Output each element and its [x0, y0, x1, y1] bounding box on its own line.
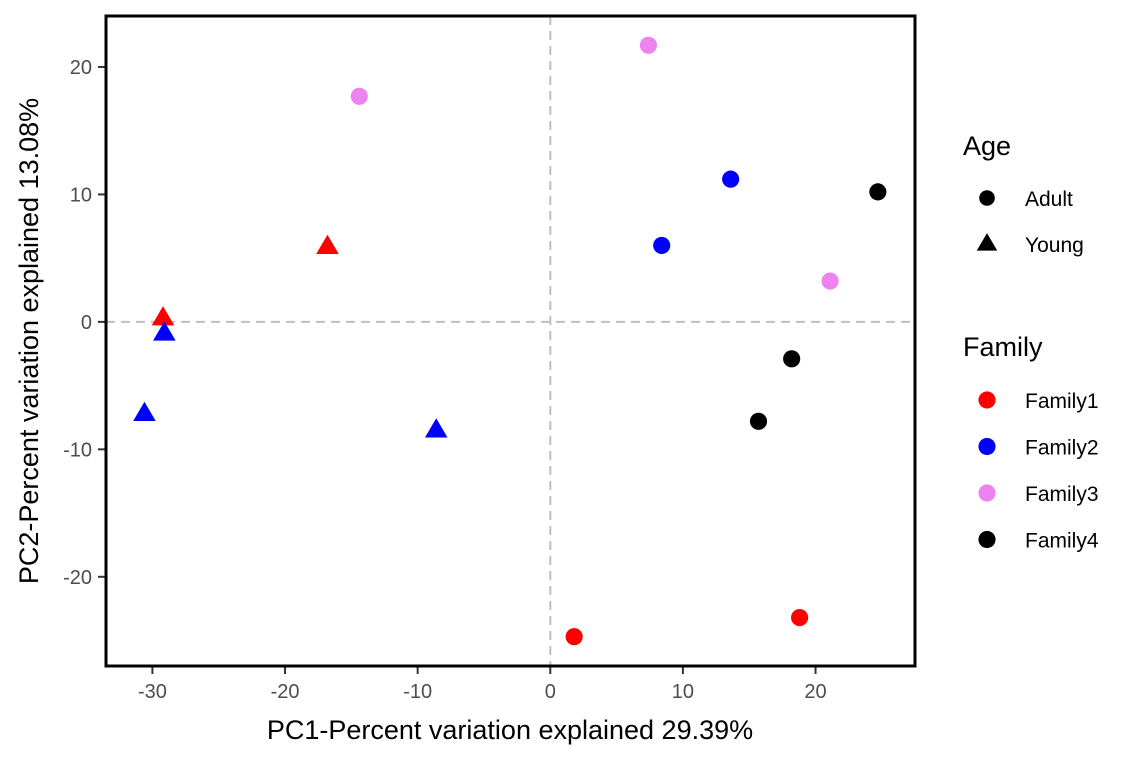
legend-label-family2: Family2 — [1025, 437, 1099, 460]
data-point-family4-adult — [749, 412, 768, 430]
y-tick-label: 10 — [70, 184, 92, 206]
data-point-family2-adult — [722, 170, 740, 188]
legend-label-young: Young — [1025, 234, 1084, 257]
legend: Age Adult Young Family Family1 Family2 Family3… — [963, 131, 1099, 553]
y-tick-label: 20 — [70, 57, 92, 79]
reference-lines — [106, 16, 915, 666]
x-axis: -30 -20 -10 0 10 20 — [138, 667, 827, 703]
data-point-family3-adult — [350, 87, 368, 105]
data-point-family3-adult — [639, 36, 658, 54]
legend-family-title: Family — [963, 332, 1043, 362]
legend-label-family1: Family1 — [1025, 390, 1099, 413]
data-point-family2-young — [133, 401, 156, 421]
y-axis: -20 -10 0 10 20 — [63, 57, 105, 589]
data-point-family1-young — [151, 306, 175, 326]
legend-key-young — [976, 233, 998, 251]
y-axis-title: PC2-Percent variation explained 13.08% — [14, 98, 44, 584]
y-tick-label: -10 — [63, 439, 92, 461]
legend-label-family4: Family4 — [1025, 530, 1099, 553]
data-point-family4-adult — [869, 183, 887, 201]
x-tick-label: 0 — [545, 681, 556, 703]
x-axis-title: PC1-Percent variation explained 29.39% — [267, 715, 753, 745]
data-point-family4-adult — [783, 350, 801, 368]
legend-age-title: Age — [963, 131, 1011, 161]
x-tick-label: -20 — [271, 681, 300, 703]
x-tick-label: 20 — [804, 681, 826, 703]
plot-panel-border — [104, 14, 917, 668]
data-point-family2-young — [153, 321, 176, 341]
legend-label-family3: Family3 — [1025, 483, 1099, 506]
data-points — [133, 36, 887, 646]
data-point-family3-adult — [821, 272, 839, 290]
y-tick-label: 0 — [81, 312, 92, 334]
legend-key-family2 — [978, 437, 996, 456]
y-tick-label: -20 — [63, 567, 92, 589]
data-point-family1-adult — [565, 628, 583, 646]
data-point-family1-adult — [791, 608, 809, 627]
data-point-family1-young — [316, 234, 339, 255]
legend-label-adult: Adult — [1025, 188, 1073, 211]
legend-key-family4 — [978, 530, 996, 549]
x-tick-label: -10 — [403, 681, 432, 703]
legend-key-family3 — [978, 484, 996, 502]
data-point-family2-adult — [653, 236, 671, 254]
data-point-family2-young — [424, 418, 448, 438]
legend-key-family1 — [978, 391, 996, 409]
x-tick-label: 10 — [672, 681, 694, 703]
legend-key-adult — [979, 190, 995, 206]
x-tick-label: -30 — [138, 681, 167, 703]
